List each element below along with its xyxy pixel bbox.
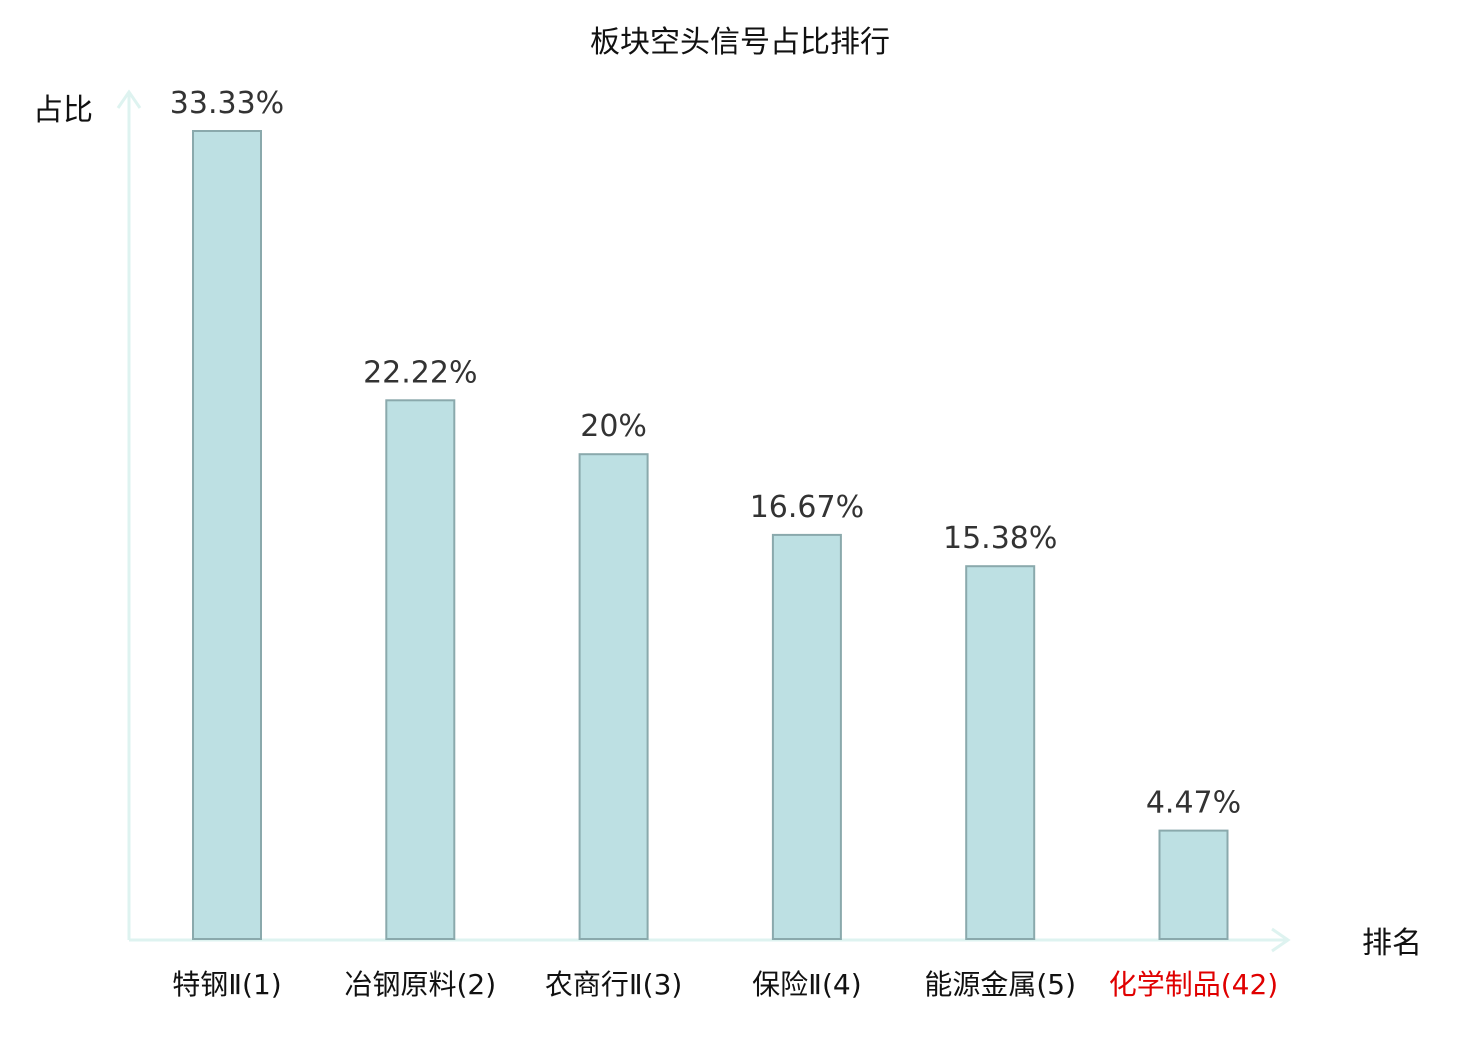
value-label-1: 22.22% [363, 355, 477, 390]
x-axis-arrow [1271, 927, 1291, 953]
value-labels-group: 33.33% 22.22% 20% 16.67% 15.38% 4.47% [170, 86, 1241, 821]
value-label-5: 4.47% [1146, 786, 1241, 821]
x-tick-label-1: 冶钢原料(2) [344, 968, 496, 1001]
chart-title: 板块空头信号占比排行 [590, 25, 890, 60]
x-tick-label-4: 能源金属(5) [924, 968, 1076, 1001]
x-tick-label-2: 农商行Ⅱ(3) [545, 968, 682, 1001]
bar-5 [1158, 829, 1229, 940]
bars-group [192, 130, 1229, 941]
bar-0 [192, 130, 262, 940]
bar-4 [965, 565, 1036, 940]
x-tick-label-5: 化学制品(42) [1109, 968, 1278, 1001]
y-axis-label: 占比 [33, 93, 93, 128]
bar-3 [771, 533, 842, 941]
value-label-3: 16.67% [750, 490, 864, 525]
y-axis: 占比 [33, 89, 142, 940]
x-axis: 排名 [129, 926, 1422, 961]
x-tick-labels-group: 特钢Ⅱ(1) 冶钢原料(2) 农商行Ⅱ(3) 保险Ⅱ(4) 能源金属(5) 化学制品(42… [172, 968, 1278, 1001]
bar-2 [578, 453, 649, 940]
x-axis-label: 排名 [1362, 926, 1422, 961]
x-tick-label-3: 保险Ⅱ(4) [752, 968, 861, 1001]
y-axis-arrow [116, 89, 142, 109]
value-label-2: 20% [580, 409, 647, 444]
x-tick-label-0: 特钢Ⅱ(1) [172, 968, 281, 1001]
value-label-0: 33.33% [170, 86, 284, 121]
bar-1 [385, 399, 456, 940]
value-label-4: 15.38% [943, 521, 1057, 556]
